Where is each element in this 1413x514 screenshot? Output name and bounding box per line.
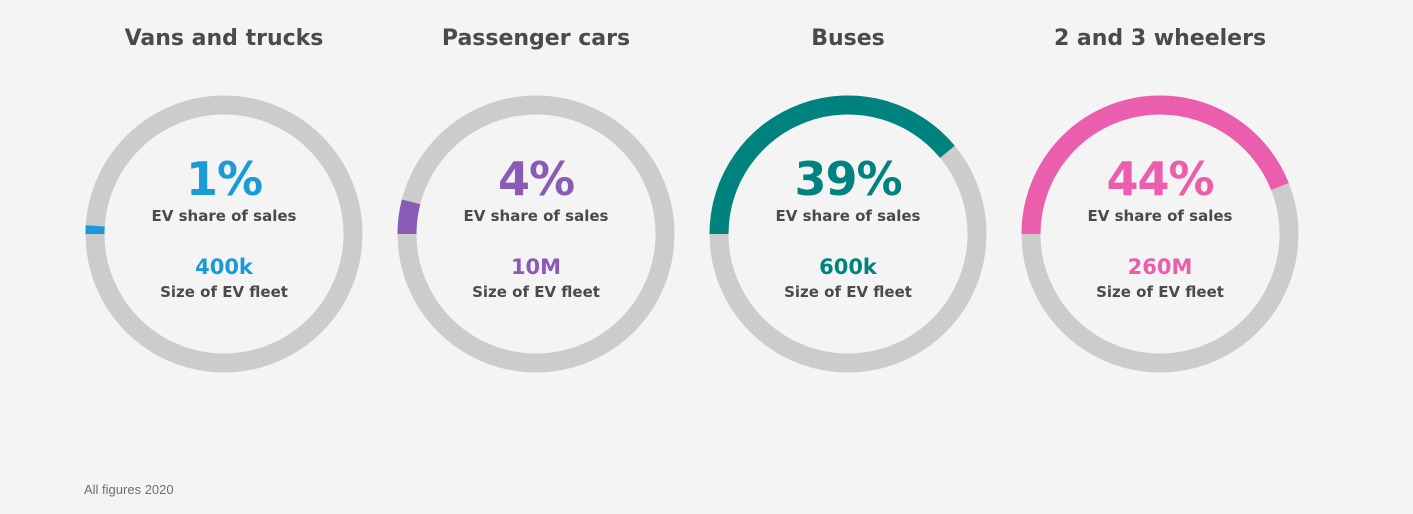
ev-fleet-value: 400k	[195, 255, 253, 279]
ev-share-caption: EV share of sales	[775, 207, 921, 225]
ev-fleet-value: 600k	[819, 255, 877, 279]
chart-panel-passenger-cars: Passenger cars 4% EV share of sales 10M …	[386, 0, 686, 400]
ev-fleet-caption: Size of EV fleet	[472, 283, 600, 301]
chart-title: Passenger cars	[441, 26, 631, 51]
donut-track	[85, 95, 363, 373]
donut-ring	[709, 95, 987, 373]
ev-share-value: 1%	[185, 152, 263, 206]
ev-fleet-caption: Size of EV fleet	[1096, 283, 1224, 301]
ev-share-value: 39%	[794, 152, 902, 206]
footnote: All figures 2020	[84, 482, 174, 497]
donut-ring	[397, 95, 675, 373]
chart-panel-buses: Buses 39% EV share of sales 600k Size of…	[698, 0, 998, 400]
chart-title: 2 and 3 wheelers	[1053, 26, 1267, 51]
donut-ring	[85, 95, 363, 373]
chart-panel-2-3-wheelers: 2 and 3 wheelers 44% EV share of sales 2…	[1010, 0, 1310, 400]
donut-track	[397, 95, 675, 373]
ev-fleet-value: 260M	[1127, 255, 1193, 279]
ev-share-caption: EV share of sales	[1087, 207, 1233, 225]
ev-share-value: 4%	[497, 152, 575, 206]
chart-title: Vans and trucks	[124, 26, 324, 51]
donut-value-arc	[709, 95, 955, 235]
ev-fleet-value: 10M	[510, 255, 562, 279]
chart-title: Buses	[811, 26, 885, 51]
ev-fleet-caption: Size of EV fleet	[160, 283, 288, 301]
ev-share-caption: EV share of sales	[151, 207, 297, 225]
ev-fleet-caption: Size of EV fleet	[784, 283, 912, 301]
donut-ring	[1021, 95, 1299, 373]
donut-value-arc	[1021, 95, 1289, 235]
chart-panel-vans-trucks: Vans and trucks 1% EV share of sales 400…	[74, 0, 374, 400]
ev-share-value: 44%	[1106, 152, 1214, 206]
donut-value-arc	[397, 199, 421, 235]
ev-share-caption: EV share of sales	[463, 207, 609, 225]
